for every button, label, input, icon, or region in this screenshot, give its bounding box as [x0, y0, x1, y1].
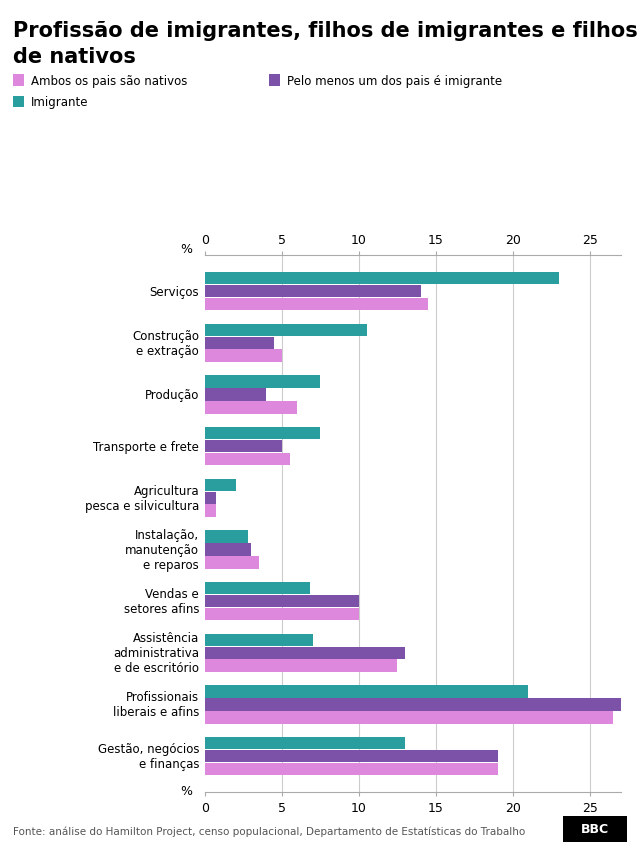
Text: Pelo menos um dos pais é imigrante: Pelo menos um dos pais é imigrante [287, 74, 502, 88]
Text: de nativos: de nativos [13, 47, 136, 66]
Bar [205, 298, 428, 311]
Text: Fonte: análise do Hamilton Project, censo populacional, Departamento de Estatíst: Fonte: análise do Hamilton Project, cens… [13, 826, 525, 836]
Bar [205, 505, 216, 517]
Bar [205, 750, 497, 763]
Bar [205, 389, 266, 401]
Bar [205, 582, 310, 595]
Bar [205, 376, 321, 389]
Bar [205, 699, 628, 711]
Bar [205, 686, 529, 698]
Bar [205, 337, 274, 349]
Bar [205, 453, 289, 466]
Text: BBC: BBC [581, 822, 609, 836]
Bar [205, 325, 367, 337]
Bar [205, 531, 248, 543]
Bar [205, 647, 405, 659]
Bar [205, 737, 405, 750]
Bar [205, 273, 559, 285]
Text: Imigrante: Imigrante [31, 95, 88, 109]
Bar [205, 596, 359, 607]
Bar [205, 556, 259, 569]
Bar [205, 659, 397, 672]
Bar [205, 285, 420, 298]
Bar [205, 440, 282, 452]
Text: Ambos os pais são nativos: Ambos os pais são nativos [31, 74, 187, 88]
Bar [205, 401, 297, 414]
Bar [205, 608, 359, 620]
Bar [205, 763, 497, 775]
Bar [205, 428, 321, 440]
Bar [205, 711, 613, 723]
Bar [205, 544, 251, 556]
Bar [205, 634, 313, 647]
Bar [205, 350, 282, 362]
Text: %: % [180, 243, 192, 256]
Bar [205, 492, 216, 504]
Bar [205, 479, 236, 492]
Text: %: % [180, 784, 192, 797]
Text: Profissão de imigrantes, filhos de imigrantes e filhos: Profissão de imigrantes, filhos de imigr… [13, 21, 637, 41]
